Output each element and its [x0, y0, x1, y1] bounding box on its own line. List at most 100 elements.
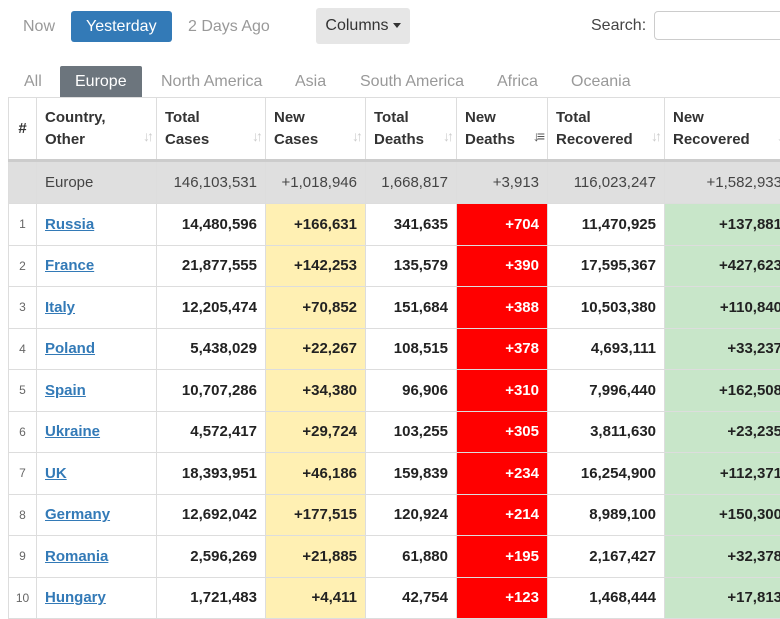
new-recovered-cell: +32,378: [665, 536, 780, 578]
totals-name: Europe: [37, 161, 157, 204]
total-deaths-cell: 151,684: [366, 287, 457, 329]
country-link[interactable]: Russia: [45, 216, 94, 233]
totals-total-cases: 146,103,531: [157, 161, 266, 204]
total-deaths-cell: 341,635: [366, 204, 457, 246]
total-deaths-cell: 108,515: [366, 328, 457, 370]
sort-icon[interactable]: ↓↑: [143, 125, 151, 147]
new-cases-cell: +177,515: [266, 494, 366, 536]
row-index: 8: [9, 494, 37, 536]
tab-oceania[interactable]: Oceania: [571, 66, 631, 98]
total-cases-cell: 14,480,596: [157, 204, 266, 246]
country-link[interactable]: Spain: [45, 382, 86, 399]
total-recovered-cell: 10,503,380: [548, 287, 665, 329]
new-deaths-cell: +234: [457, 453, 548, 495]
country-link[interactable]: Italy: [45, 299, 75, 316]
tab-asia[interactable]: Asia: [295, 66, 326, 98]
country-cell: Romania: [37, 536, 157, 578]
sort-icon[interactable]: ↓↑: [651, 125, 659, 147]
total-cases-cell: 12,205,474: [157, 287, 266, 329]
country-cell: Russia: [37, 204, 157, 246]
country-link[interactable]: Germany: [45, 506, 110, 523]
row-index: 2: [9, 245, 37, 287]
total-cases-cell: 21,877,555: [157, 245, 266, 287]
totals-total-deaths: 1,668,817: [366, 161, 457, 204]
country-link[interactable]: Poland: [45, 340, 95, 357]
new-deaths-cell: +378: [457, 328, 548, 370]
new-cases-cell: +142,253: [266, 245, 366, 287]
new-recovered-cell: +137,881: [665, 204, 780, 246]
total-cases-cell: 12,692,042: [157, 494, 266, 536]
total-recovered-cell: 11,470,925: [548, 204, 665, 246]
total-deaths-cell: 159,839: [366, 453, 457, 495]
new-deaths-cell: +123: [457, 577, 548, 619]
sort-icon[interactable]: ↓↑: [252, 125, 260, 147]
sort-desc-icon[interactable]: ↓≡: [533, 125, 542, 147]
total-recovered-cell: 16,254,900: [548, 453, 665, 495]
tab-yesterday[interactable]: Yesterday: [71, 11, 172, 42]
sort-icon[interactable]: ↓↑: [352, 125, 360, 147]
totals-new-cases: +1,018,946: [266, 161, 366, 204]
header-country[interactable]: Country,Other↓↑: [37, 98, 157, 161]
new-cases-cell: +22,267: [266, 328, 366, 370]
search-label: Search:: [591, 17, 646, 35]
tab-north-america[interactable]: North America: [161, 66, 262, 98]
new-cases-cell: +4,411: [266, 577, 366, 619]
country-link[interactable]: Ukraine: [45, 423, 100, 440]
total-recovered-cell: 4,693,111: [548, 328, 665, 370]
total-cases-cell: 4,572,417: [157, 411, 266, 453]
row-index: 9: [9, 536, 37, 578]
tab-now[interactable]: Now: [23, 11, 55, 42]
new-cases-cell: +166,631: [266, 204, 366, 246]
country-link[interactable]: UK: [45, 465, 67, 482]
tab-south-america[interactable]: South America: [360, 66, 464, 98]
row-index: 10: [9, 577, 37, 619]
tab-africa[interactable]: Africa: [497, 66, 538, 98]
total-cases-cell: 5,438,029: [157, 328, 266, 370]
new-deaths-cell: +305: [457, 411, 548, 453]
new-recovered-cell: +150,300: [665, 494, 780, 536]
new-deaths-cell: +195: [457, 536, 548, 578]
sort-icon[interactable]: ↓↑: [443, 125, 451, 147]
row-index: 4: [9, 328, 37, 370]
tab-2-days-ago[interactable]: 2 Days Ago: [188, 11, 270, 42]
total-deaths-cell: 103,255: [366, 411, 457, 453]
total-deaths-cell: 61,880: [366, 536, 457, 578]
new-recovered-cell: +23,235: [665, 411, 780, 453]
tab-europe[interactable]: Europe: [60, 66, 142, 98]
columns-button[interactable]: Columns: [316, 8, 410, 44]
new-deaths-cell: +310: [457, 370, 548, 412]
search-input[interactable]: [654, 11, 780, 40]
total-deaths-cell: 120,924: [366, 494, 457, 536]
country-link[interactable]: Hungary: [45, 589, 106, 606]
new-cases-cell: +21,885: [266, 536, 366, 578]
row-index: 7: [9, 453, 37, 495]
new-deaths-cell: +704: [457, 204, 548, 246]
total-recovered-cell: 1,468,444: [548, 577, 665, 619]
new-recovered-cell: +110,840: [665, 287, 780, 329]
total-recovered-cell: 3,811,630: [548, 411, 665, 453]
new-cases-cell: +29,724: [266, 411, 366, 453]
row-index: 1: [9, 204, 37, 246]
totals-new-recovered: +1,582,933: [665, 161, 780, 204]
country-cell: Germany: [37, 494, 157, 536]
tab-all[interactable]: All: [24, 66, 42, 98]
new-cases-cell: +70,852: [266, 287, 366, 329]
new-recovered-cell: +112,371: [665, 453, 780, 495]
columns-button-label: Columns: [325, 17, 388, 34]
new-recovered-cell: +17,813: [665, 577, 780, 619]
total-recovered-cell: 8,989,100: [548, 494, 665, 536]
country-link[interactable]: Romania: [45, 548, 108, 565]
country-link[interactable]: France: [45, 257, 94, 274]
